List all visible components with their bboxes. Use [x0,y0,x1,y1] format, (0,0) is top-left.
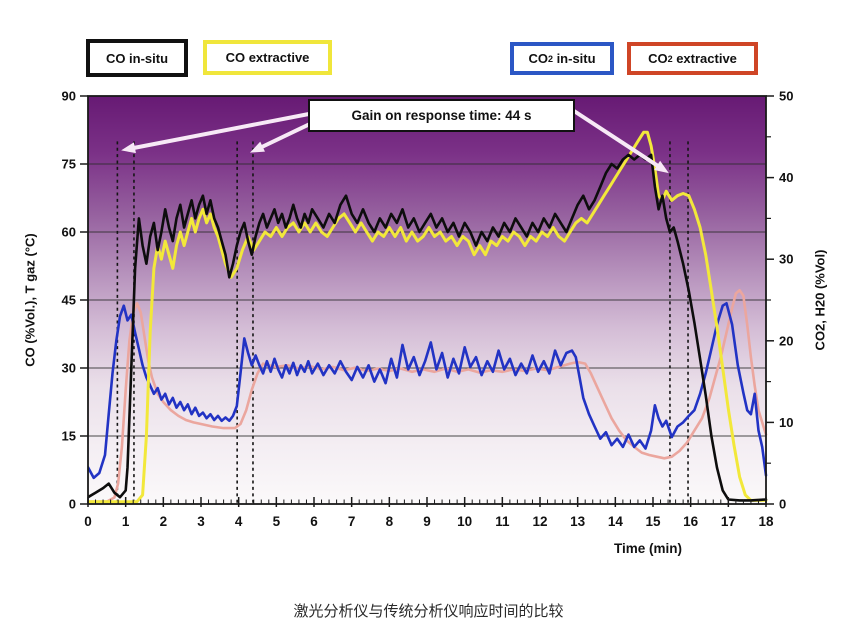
y-axis-right-title: CO2, H20 (%Vol) [812,249,828,351]
y-left-tick-label: 90 [62,89,76,104]
x-tick-label: 1 [122,514,130,529]
y-right-tick-label: 20 [779,333,793,348]
x-tick-label: 15 [645,514,661,529]
x-tick-label: 12 [532,514,547,529]
x-tick-label: 7 [348,514,356,529]
legend-item-co-extractive: CO extractive [203,40,332,75]
annotation-arrowhead [121,142,136,154]
legend-label: CO [648,51,668,66]
x-tick-label: 9 [423,514,431,529]
y-right-tick-label: 30 [779,252,793,267]
x-tick-label: 0 [84,514,92,529]
x-tick-label: 6 [310,514,318,529]
y-right-tick-label: 40 [779,170,793,185]
y-left-tick-label: 30 [62,361,76,376]
series-line-co2-extractive [88,288,768,503]
x-tick-label: 8 [386,514,394,529]
y-left-tick-label: 15 [62,429,76,444]
x-tick-label: 17 [721,514,736,529]
series-line-co-insitu [88,153,768,502]
x-tick-label: 13 [570,514,586,529]
legend-label: CO [225,50,246,65]
y-axis-left-title: CO (%Vol.), T gaz (°C) [22,233,38,367]
x-tick-label: 3 [197,514,205,529]
legend-item-co-insitu: CO in-situ [86,39,188,77]
annotation-arrow [569,107,660,168]
y-right-tick-label: 0 [779,497,786,512]
y-left-tick-label: 75 [62,157,76,172]
legend-label: CO [105,50,126,66]
x-tick-label: 10 [457,514,472,529]
legend-label: CO [528,51,548,66]
annotation-arrow [132,111,316,150]
series-line-co-extractive [88,130,768,504]
x-tick-label: 5 [273,514,281,529]
y-right-tick-label: 50 [779,89,793,104]
x-axis-title: Time (min) [613,541,683,556]
legend-item-co2-insitu: CO 2 in-situ [510,42,614,75]
x-tick-label: 11 [495,514,510,529]
annotation-text: Gain on response time: 44 s [351,108,532,123]
x-tick-label: 18 [758,514,774,529]
annotation-arrowhead [249,141,265,153]
annotation-box: Gain on response time: 44 s [308,99,575,132]
y-left-tick-label: 60 [62,225,76,240]
series-line-co2-insitu [88,301,768,480]
y-left-tick-label: 0 [69,497,76,512]
annotation-arrow [260,120,316,149]
figure-caption: 激光分析仪与传统分析仪响应时间的比较 [293,603,564,620]
y-right-tick-label: 10 [779,415,793,430]
x-tick-label: 14 [608,514,624,529]
legend-item-co2-extractive: CO 2 extractive [627,42,758,75]
x-tick-label: 4 [235,514,243,529]
annotation-arrowhead [654,160,669,174]
x-tick-label: 2 [160,514,168,529]
y-left-tick-label: 45 [62,293,76,308]
x-tick-label: 16 [683,514,699,529]
